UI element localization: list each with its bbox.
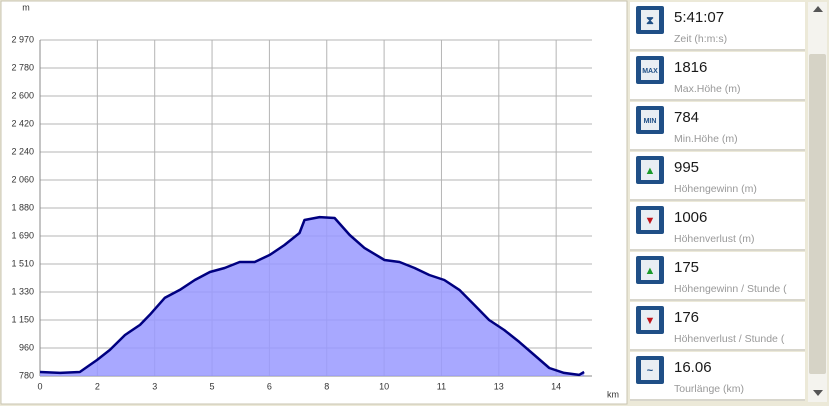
stat-icon-inner xyxy=(641,60,659,80)
y-tick-label: 2 240 xyxy=(11,146,34,156)
stat-icon-inner xyxy=(641,10,659,30)
stat-label: Höhenverlust / Stunde ( xyxy=(674,333,785,345)
x-tick-label: 11 xyxy=(437,381,446,391)
stat-value: 5:41:07 xyxy=(674,9,724,26)
stat-icon-glyph: MAX xyxy=(642,68,658,75)
x-tick-label: 0 xyxy=(37,381,42,391)
stat-value: 16.06 xyxy=(674,359,712,376)
x-tick-label: 3 xyxy=(152,381,157,391)
stat-label: Höhenverlust (m) xyxy=(674,233,755,245)
stat-icon-glyph: ▲ xyxy=(645,165,656,177)
stat-icon-glyph: ▼ xyxy=(645,315,656,327)
stat-label: Min.Höhe (m) xyxy=(674,133,738,145)
stat-icon-glyph: ~ xyxy=(647,365,654,377)
stat-value: 784 xyxy=(674,109,699,126)
y-tick-label: 1 880 xyxy=(11,202,34,212)
stat-label: Höhengewinn (m) xyxy=(674,183,757,195)
x-tick-label: 5 xyxy=(210,381,215,391)
y-unit: m xyxy=(22,2,30,12)
stat-icon-inner xyxy=(641,110,659,130)
y-tick-label: 1 690 xyxy=(11,230,34,240)
x-unit: km xyxy=(607,389,619,399)
scroll-down[interactable] xyxy=(813,390,823,396)
y-tick-label: 2 970 xyxy=(11,34,34,44)
y-tick-label: 960 xyxy=(19,342,34,352)
stat-icon-glyph: ⧗ xyxy=(646,15,654,27)
scroll-up[interactable] xyxy=(813,6,823,12)
stat-icon-inner xyxy=(641,210,659,230)
x-tick-label: 10 xyxy=(379,381,389,391)
stat-icon-inner xyxy=(641,160,659,180)
stat-value: 175 xyxy=(674,259,699,276)
stat-value: 176 xyxy=(674,309,699,326)
y-tick-label: 2 780 xyxy=(11,62,34,72)
stat-icon-inner xyxy=(641,360,659,380)
x-tick-label: 13 xyxy=(494,381,504,391)
y-tick-label: 2 060 xyxy=(11,174,34,184)
y-tick-label: 1 330 xyxy=(11,286,34,296)
stat-label: Max.Höhe (m) xyxy=(674,83,741,95)
area-fill xyxy=(40,217,585,376)
stat-icon-inner xyxy=(641,310,659,330)
y-tick-label: 2 420 xyxy=(11,118,34,128)
stat-value: 1006 xyxy=(674,209,707,226)
x-tick-label: 8 xyxy=(324,381,329,391)
x-tick-label: 2 xyxy=(95,381,100,391)
scrollbar-thumb[interactable] xyxy=(809,54,826,374)
stat-icon-glyph: ▼ xyxy=(645,215,656,227)
stat-label: Zeit (h:m:s) xyxy=(674,33,727,45)
elevation-line xyxy=(39,215,585,377)
stat-icon-glyph: MIN xyxy=(644,118,657,125)
x-tick-label: 6 xyxy=(267,381,272,391)
stat-label: Höhengewinn / Stunde ( xyxy=(674,283,787,295)
x-tick-label: 14 xyxy=(551,381,561,391)
y-tick-label: 780 xyxy=(19,370,34,380)
y-tick-label: 2 600 xyxy=(11,90,34,100)
y-tick-label: 1 510 xyxy=(11,258,34,268)
stat-value: 1816 xyxy=(674,59,707,76)
stat-icon-inner xyxy=(641,260,659,280)
y-tick-label: 1 150 xyxy=(11,314,34,324)
stat-icon-glyph: ▲ xyxy=(645,265,656,277)
stat-value: 995 xyxy=(674,159,699,176)
stat-label: Tourlänge (km) xyxy=(674,383,744,395)
